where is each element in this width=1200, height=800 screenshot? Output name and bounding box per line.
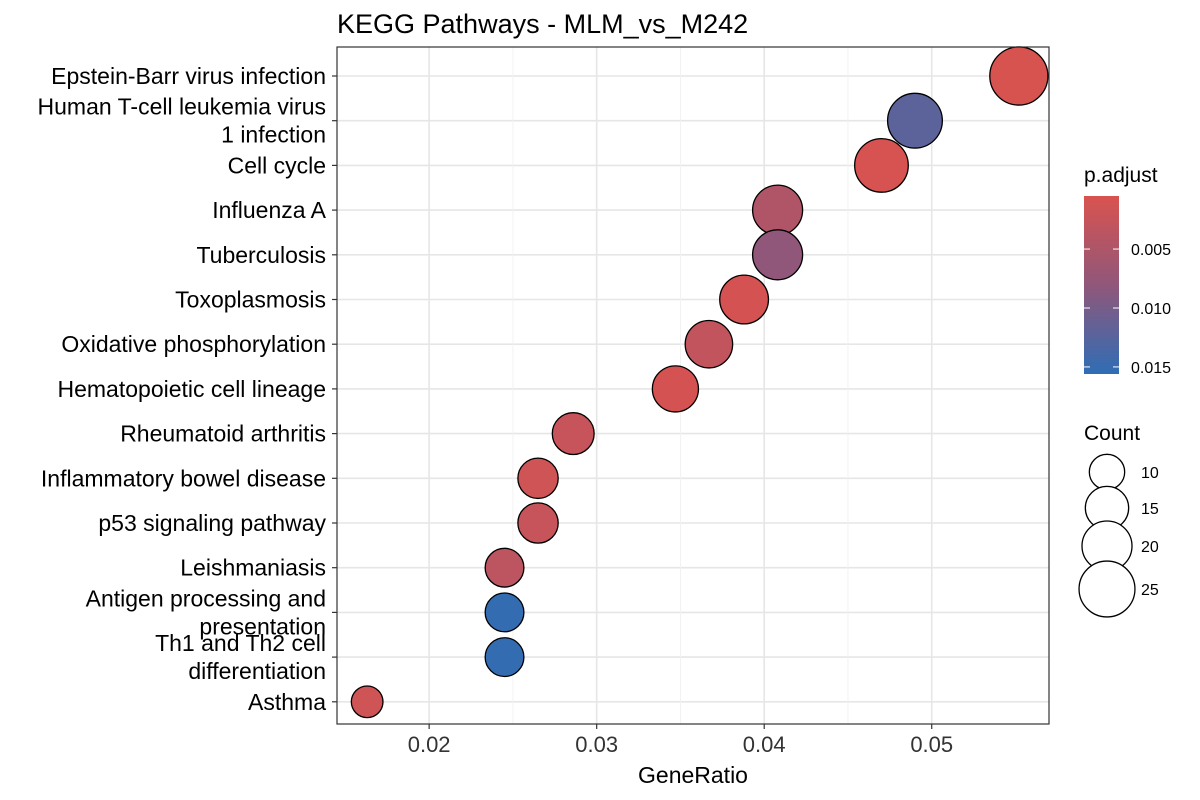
y-tick-label: Human T-cell leukemia virus 1 infection	[38, 94, 326, 148]
size-legend-label: 25	[1141, 582, 1159, 599]
data-point	[517, 457, 559, 500]
y-tick-label: p53 signaling pathway	[98, 510, 326, 536]
data-point	[989, 46, 1049, 106]
y-tick-label: Tuberculosis	[196, 242, 326, 268]
size-legend-label: 15	[1141, 501, 1159, 518]
color-legend-title: p.adjust	[1084, 164, 1158, 187]
data-point	[854, 137, 909, 193]
chart-title: KEGG Pathways - MLM_vs_M242	[337, 9, 748, 39]
color-legend: p.adjust 0.005 0.010 0.015	[1084, 164, 1171, 377]
y-tick-label: Rheumatoid arthritis	[120, 421, 326, 447]
x-tick-label: 0.02	[408, 732, 451, 757]
y-tick-label: Epstein-Barr virus infection	[51, 63, 326, 89]
x-tick-label: 0.03	[575, 732, 618, 757]
size-legend: Count 10 15 20 25	[1078, 422, 1159, 618]
y-tick-label: Influenza A	[212, 197, 326, 223]
size-legend-label: 20	[1141, 539, 1159, 556]
size-legend-key	[1078, 560, 1136, 618]
data-point	[517, 502, 559, 544]
color-legend-tick-label: 0.010	[1131, 301, 1171, 318]
color-legend-bar	[1084, 196, 1119, 374]
data-point	[484, 592, 525, 633]
data-point	[651, 365, 700, 413]
data-point	[719, 274, 770, 325]
x-tick-label: 0.05	[910, 732, 953, 757]
color-legend-tick-label: 0.015	[1131, 360, 1171, 377]
y-tick-label: Antigen processing and presentation	[86, 585, 326, 639]
y-tick-label: Inflammatory bowel disease	[41, 465, 326, 491]
y-tick-label: Th1 and Th2 cell differentiation	[155, 630, 326, 684]
y-tick-label: Toxoplasmosis	[175, 287, 326, 313]
y-tick-label: Oxidative phosphorylation	[61, 331, 326, 357]
data-point	[886, 92, 944, 149]
color-legend-tick-label: 0.005	[1131, 242, 1171, 259]
y-tick-label: Hematopoietic cell lineage	[58, 376, 327, 402]
data-point	[551, 412, 595, 456]
x-tick-label: 0.04	[743, 732, 786, 757]
x-axis-label: GeneRatio	[638, 762, 748, 788]
y-axis: Epstein-Barr virus infection Human T-cell…	[38, 63, 337, 715]
size-legend-label: 10	[1141, 465, 1159, 482]
y-tick-label: Cell cycle	[228, 152, 326, 178]
size-legend-title: Count	[1084, 422, 1140, 445]
x-axis: 0.02 0.03 0.04 0.05	[408, 724, 953, 757]
data-point	[684, 319, 734, 369]
plot-border	[336, 46, 1050, 725]
size-legend-key	[1088, 453, 1126, 491]
y-tick-label: Leishmaniasis	[180, 555, 326, 581]
data-point	[751, 184, 804, 236]
data-points	[350, 46, 1049, 719]
data-point	[484, 637, 525, 678]
data-point	[751, 229, 804, 281]
y-tick-label: Asthma	[248, 689, 326, 715]
data-point	[350, 685, 384, 719]
data-point	[484, 547, 525, 588]
